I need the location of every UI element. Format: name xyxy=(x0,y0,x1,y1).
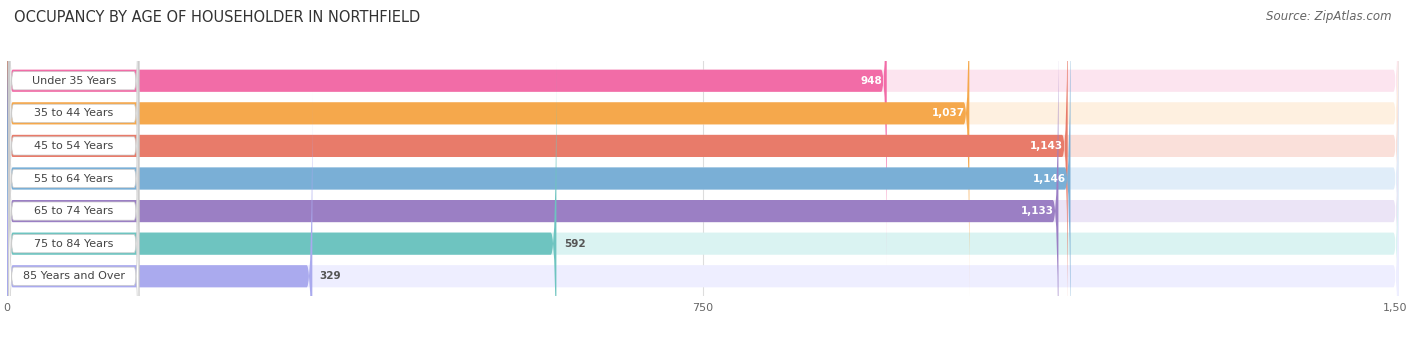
FancyBboxPatch shape xyxy=(7,27,1059,340)
Text: 45 to 54 Years: 45 to 54 Years xyxy=(34,141,114,151)
FancyBboxPatch shape xyxy=(7,0,1399,340)
FancyBboxPatch shape xyxy=(8,0,139,235)
FancyBboxPatch shape xyxy=(8,90,139,340)
Text: 592: 592 xyxy=(564,239,585,249)
FancyBboxPatch shape xyxy=(7,59,1399,340)
FancyBboxPatch shape xyxy=(8,25,139,332)
FancyBboxPatch shape xyxy=(7,92,312,340)
FancyBboxPatch shape xyxy=(7,0,887,265)
FancyBboxPatch shape xyxy=(7,0,1070,340)
Text: 329: 329 xyxy=(319,271,342,281)
Text: 1,146: 1,146 xyxy=(1033,173,1066,184)
FancyBboxPatch shape xyxy=(8,0,139,267)
Text: 65 to 74 Years: 65 to 74 Years xyxy=(34,206,114,216)
Text: 1,133: 1,133 xyxy=(1021,206,1053,216)
Text: 1,037: 1,037 xyxy=(932,108,965,118)
FancyBboxPatch shape xyxy=(8,57,139,340)
Text: Under 35 Years: Under 35 Years xyxy=(32,76,115,86)
Text: 948: 948 xyxy=(860,76,882,86)
Text: 75 to 84 Years: 75 to 84 Years xyxy=(34,239,114,249)
FancyBboxPatch shape xyxy=(7,0,1399,330)
FancyBboxPatch shape xyxy=(8,122,139,340)
Text: 35 to 44 Years: 35 to 44 Years xyxy=(34,108,114,118)
Text: 55 to 64 Years: 55 to 64 Years xyxy=(34,173,114,184)
FancyBboxPatch shape xyxy=(7,92,1399,340)
FancyBboxPatch shape xyxy=(7,0,969,298)
Text: 85 Years and Over: 85 Years and Over xyxy=(22,271,125,281)
Text: OCCUPANCY BY AGE OF HOUSEHOLDER IN NORTHFIELD: OCCUPANCY BY AGE OF HOUSEHOLDER IN NORTH… xyxy=(14,10,420,25)
FancyBboxPatch shape xyxy=(7,59,557,340)
FancyBboxPatch shape xyxy=(7,27,1399,340)
FancyBboxPatch shape xyxy=(7,0,1399,265)
Text: Source: ZipAtlas.com: Source: ZipAtlas.com xyxy=(1267,10,1392,23)
Text: 1,143: 1,143 xyxy=(1031,141,1063,151)
FancyBboxPatch shape xyxy=(7,0,1399,298)
FancyBboxPatch shape xyxy=(7,0,1067,330)
FancyBboxPatch shape xyxy=(8,0,139,300)
